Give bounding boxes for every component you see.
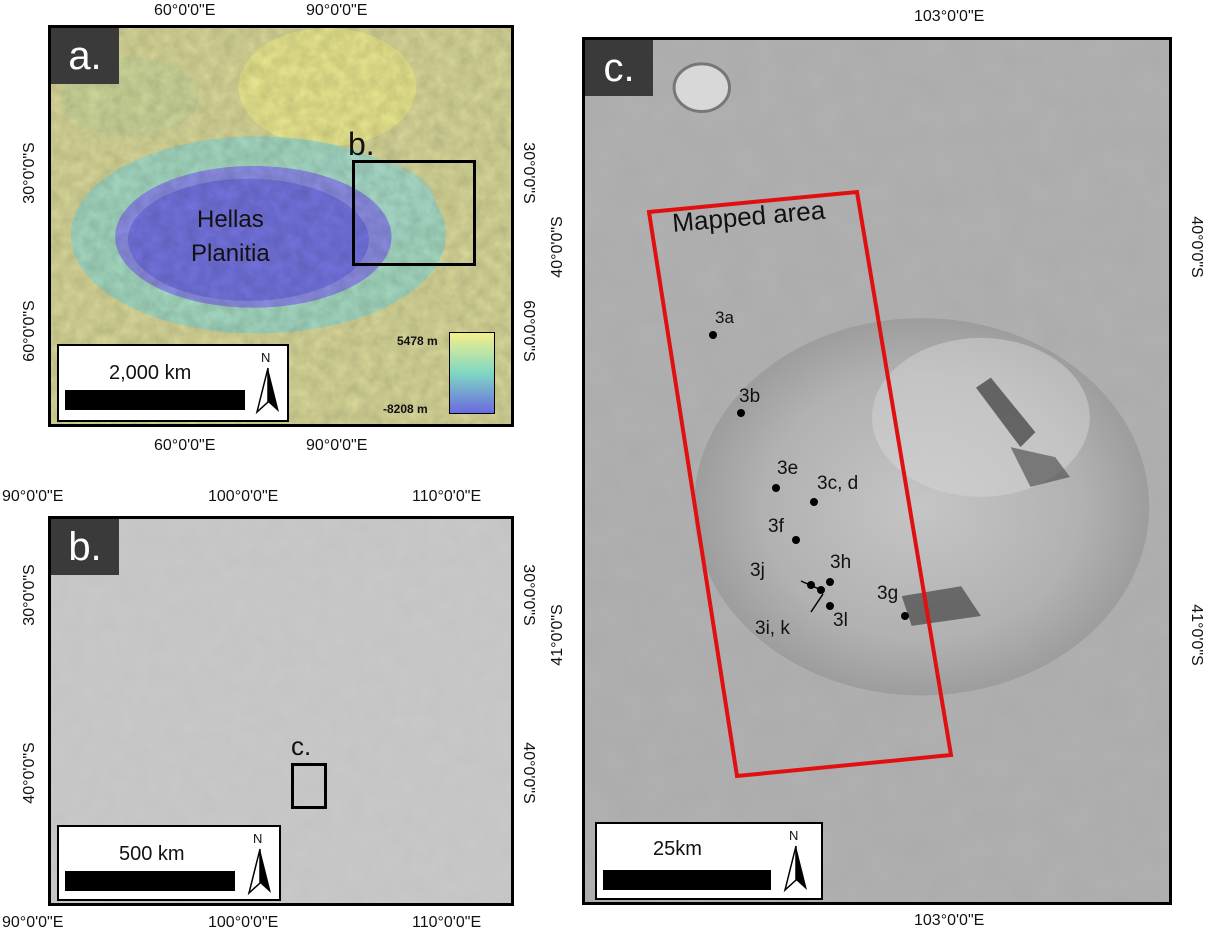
- site-3b-marker: [737, 409, 745, 417]
- panel-c-right-tick-40s: 40°0'0"S: [1188, 216, 1205, 278]
- site-3e-label: 3e: [777, 458, 799, 479]
- north-arrow-icon: [247, 848, 271, 896]
- panel-b-left-tick-30s: 30°0'0"S: [21, 564, 38, 626]
- panel-c-north-arrow: N: [781, 828, 811, 899]
- panel-a-inset-label: b.: [348, 126, 375, 162]
- panel-b-scale-box: 500 km N: [57, 825, 281, 901]
- north-label: N: [253, 831, 263, 846]
- site-3b-label: 3b: [739, 386, 761, 407]
- panel-a-letter: a.: [51, 28, 119, 84]
- panel-c-scale-bar: [603, 870, 771, 890]
- site-3j-marker: [807, 581, 815, 589]
- panel-c-left-tick-41s: 41°0'0"S: [549, 604, 566, 666]
- north-arrow-icon: [783, 845, 807, 893]
- site-3c-d-label: 3c, d: [817, 473, 859, 494]
- panel-b-top-tick-100e: 100°0'0"E: [208, 488, 279, 505]
- panel-b-top-tick-110e: 110°0'0"E: [412, 488, 482, 505]
- panel-c-bottom-tick: 103°0'0"E: [914, 912, 985, 929]
- north-label: N: [261, 350, 271, 365]
- panel-b-bottom-tick-100e: 100°0'0"E: [208, 914, 279, 931]
- panel-b-right-tick-30s: 30°0'0"S: [520, 564, 537, 626]
- panel-b-north-arrow: N: [245, 831, 275, 902]
- panel-b-letter: b.: [51, 519, 119, 575]
- panel-a-bottom-tick-60e: 60°0'0"E: [154, 437, 216, 454]
- site-3h-marker: [826, 578, 834, 586]
- panel-b-scale-label: 500 km: [119, 843, 185, 865]
- panel-a-top-tick-60e: 60°0'0"E: [154, 2, 216, 19]
- panel-b-bottom-tick-110e: 110°0'0"E: [412, 914, 482, 931]
- site-3j-label: 3j: [750, 560, 765, 581]
- site-3g-marker: [901, 612, 909, 620]
- site-3i-k-label: 3i, k: [755, 618, 790, 639]
- panel-c-right-tick-41s: 41°0'0"S: [1188, 604, 1205, 666]
- panel-c-map: c. Mapped area 3a 3b 3e 3c, d 3f 3j 3h 3…: [582, 37, 1172, 905]
- site-3c-d-marker: [810, 498, 818, 506]
- panel-b-map: b. c. 500 km N: [48, 516, 514, 906]
- panel-b-scale-bar: [65, 871, 235, 891]
- panel-b-bottom-tick-90e: 90°0'0"E: [2, 914, 64, 931]
- panel-b-right-tick-40s: 40°0'0"S: [520, 742, 537, 804]
- panel-a-left-tick-60s: 60°0'0"S: [21, 300, 38, 362]
- panel-a-scale-box: 2,000 km N: [57, 344, 289, 422]
- panel-b-top-tick-90e: 90°0'0"E: [2, 488, 64, 505]
- panel-a-bottom-tick-90e: 90°0'0"E: [306, 437, 368, 454]
- site-3f-marker: [792, 536, 800, 544]
- hellas-label-line2: Planitia: [191, 240, 270, 267]
- elevation-legend-ramp: [449, 332, 495, 414]
- panel-a-north-arrow: N: [253, 350, 283, 421]
- context-image: [585, 40, 1169, 902]
- site-3i-k-marker: [817, 586, 825, 594]
- panel-a-scale-bar: [65, 390, 245, 410]
- mapped-area-outline: [646, 189, 954, 779]
- panel-a-left-tick-30s: 30°0'0"S: [21, 142, 38, 204]
- panel-a-top-tick-90e: 90°0'0"E: [306, 2, 368, 19]
- site-3g-label: 3g: [877, 583, 899, 604]
- north-arrow-icon: [255, 367, 279, 415]
- site-3l-marker: [826, 602, 834, 610]
- hillshade-map: [51, 519, 511, 903]
- panel-b-left-tick-40s: 40°0'0"S: [21, 742, 38, 804]
- panel-a-scale-label: 2,000 km: [109, 362, 192, 384]
- panel-a-right-tick-30s: 30°0'0"S: [520, 142, 537, 204]
- panel-c-scale-label: 25km: [653, 838, 702, 860]
- site-3f-label: 3f: [768, 516, 784, 537]
- panel-b-inset-label: c.: [291, 731, 312, 761]
- north-label: N: [789, 828, 799, 843]
- panel-c-top-tick: 103°0'0"E: [914, 8, 985, 25]
- site-3e-marker: [772, 484, 780, 492]
- panel-c-left-tick-40s: 40°0'0"S: [549, 216, 566, 278]
- panel-c-letter: c.: [585, 40, 653, 96]
- elevation-legend-max: 5478 m: [397, 334, 438, 348]
- site-3a-label: 3a: [715, 308, 734, 327]
- panel-b-extent-box: [352, 160, 476, 266]
- site-3h-label: 3h: [830, 552, 852, 573]
- panel-a-right-tick-60s: 60°0'0"S: [520, 300, 537, 362]
- site-3l-label: 3l: [833, 610, 848, 631]
- site-3a-marker: [709, 331, 717, 339]
- hellas-label-line1: Hellas: [197, 206, 264, 233]
- panel-c-scale-box: 25km N: [595, 822, 823, 900]
- panel-a-map: a. Hellas Planitia b. 5478 m -8208 m 2,0…: [48, 25, 514, 427]
- panel-c-extent-box: [291, 763, 327, 809]
- elevation-legend-min: -8208 m: [383, 402, 428, 416]
